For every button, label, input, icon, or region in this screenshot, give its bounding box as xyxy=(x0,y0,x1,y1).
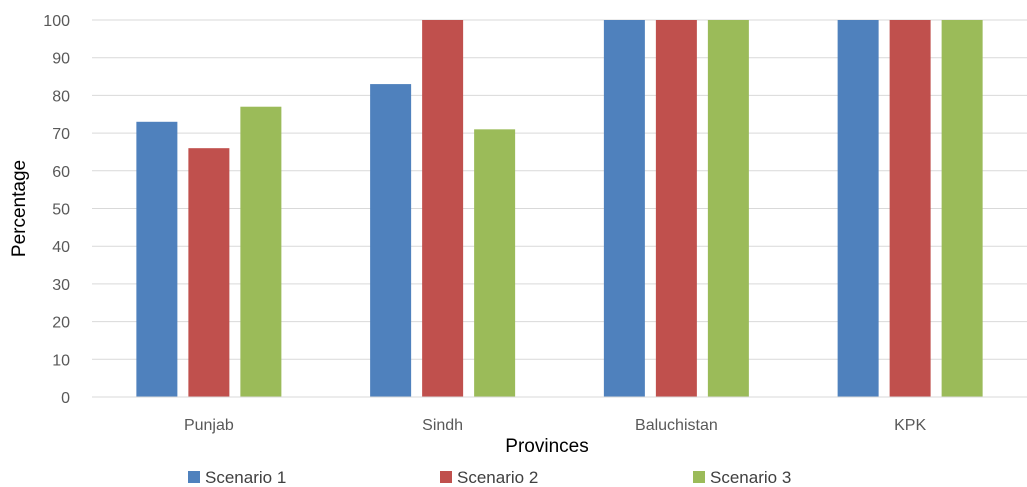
y-axis-title: Percentage xyxy=(9,160,30,257)
y-tick-label: 60 xyxy=(52,164,70,181)
x-tick-label: Baluchistan xyxy=(635,417,718,434)
legend-label-series-3: Scenario 3 xyxy=(710,468,791,487)
y-tick-label: 50 xyxy=(52,202,70,219)
bars xyxy=(136,20,983,398)
y-tick-label: 70 xyxy=(52,126,70,143)
x-tick-label: KPK xyxy=(894,417,926,434)
y-tick-label: 90 xyxy=(52,51,70,68)
bar-baluchistan-series-2 xyxy=(655,20,697,397)
y-tick-label: 20 xyxy=(52,315,70,332)
x-axis-ticks: Punjab Sindh Baluchistan KPK xyxy=(184,417,927,434)
bar-kpk-series-1 xyxy=(837,20,879,397)
bar-punjab-series-2 xyxy=(188,148,230,397)
bar-sindh-series-1 xyxy=(370,84,412,397)
legend: Scenario 1 Scenario 2 Scenario 3 xyxy=(188,468,791,487)
bar-sindh-series-3 xyxy=(474,129,516,397)
gridlines xyxy=(92,19,1027,360)
bar-baluchistan-series-3 xyxy=(707,20,749,397)
legend-label-series-1: Scenario 1 xyxy=(205,468,286,487)
y-tick-label: 80 xyxy=(52,88,70,105)
bar-baluchistan-series-1 xyxy=(603,20,645,397)
bar-kpk-series-3 xyxy=(941,20,983,397)
legend-label-series-2: Scenario 2 xyxy=(457,468,538,487)
bar-punjab-series-3 xyxy=(240,106,282,398)
x-tick-label: Sindh xyxy=(422,417,463,434)
y-tick-label: 40 xyxy=(52,239,70,256)
legend-swatch-series-1 xyxy=(188,471,200,483)
x-tick-label: Punjab xyxy=(184,417,234,434)
y-tick-label: 10 xyxy=(52,352,70,369)
y-axis-ticks: 0 10 20 30 40 50 60 70 80 90 100 xyxy=(43,13,70,407)
bar-sindh-series-2 xyxy=(422,20,464,397)
legend-swatch-series-2 xyxy=(440,471,452,483)
y-tick-label: 30 xyxy=(52,277,70,294)
legend-swatch-series-3 xyxy=(693,471,705,483)
bar-kpk-series-2 xyxy=(889,20,931,397)
bar-punjab-series-1 xyxy=(136,121,178,397)
y-tick-label: 100 xyxy=(43,13,70,30)
y-tick-label: 0 xyxy=(61,390,70,407)
x-axis-title: Provinces xyxy=(505,436,588,457)
